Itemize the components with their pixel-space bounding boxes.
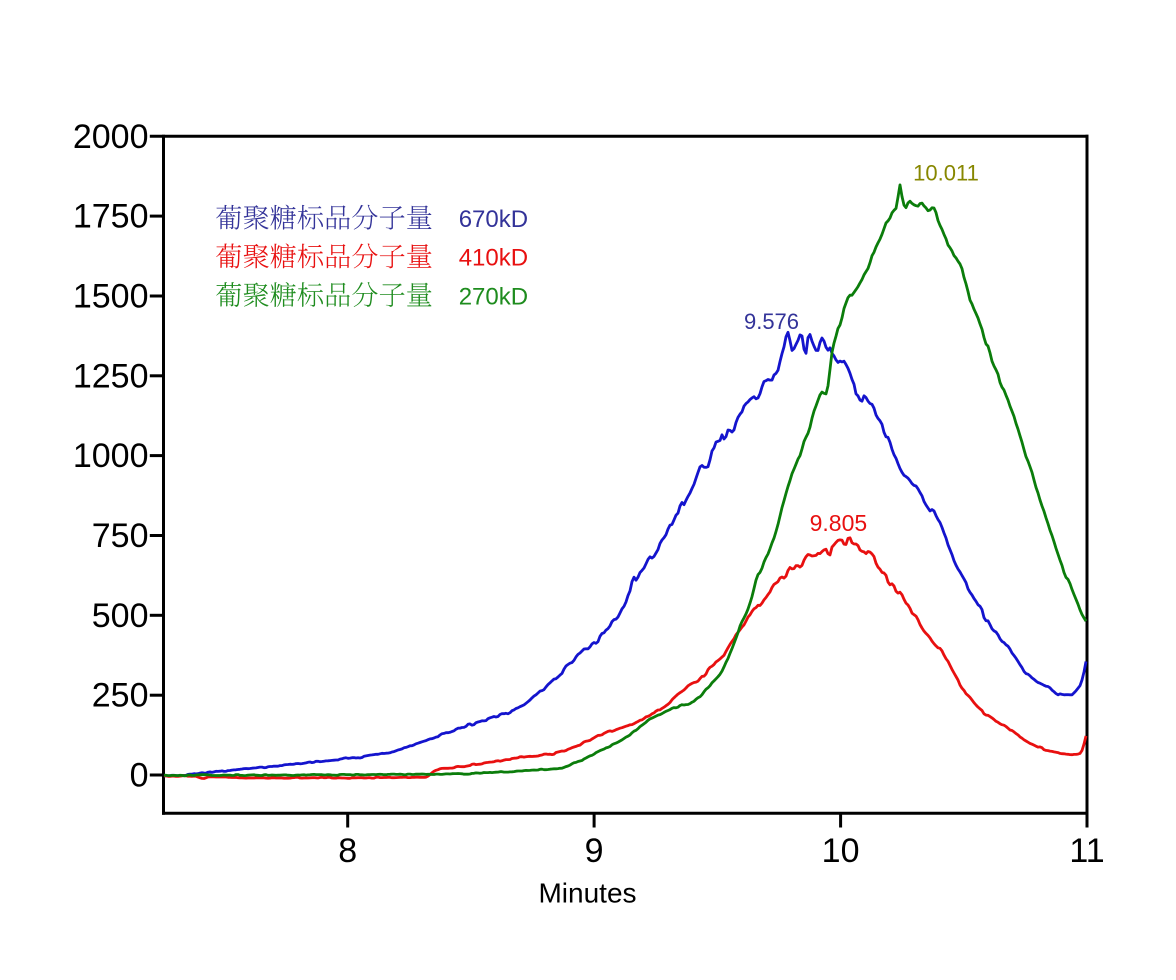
svg-text:1750: 1750: [73, 198, 149, 236]
svg-text:1000: 1000: [73, 437, 149, 475]
svg-text:10.011: 10.011: [913, 161, 979, 186]
svg-text:9.805: 9.805: [810, 510, 868, 536]
svg-text:Minutes: Minutes: [538, 878, 636, 909]
svg-text:9: 9: [585, 832, 604, 870]
svg-text:10: 10: [822, 832, 860, 870]
svg-text:2000: 2000: [73, 118, 149, 156]
svg-text:500: 500: [92, 597, 149, 635]
svg-text:8: 8: [338, 832, 357, 870]
svg-text:750: 750: [92, 517, 149, 555]
svg-text:250: 250: [92, 677, 149, 715]
svg-text:0: 0: [130, 757, 149, 795]
svg-text:410kD: 410kD: [459, 245, 528, 272]
svg-text:1500: 1500: [73, 278, 149, 316]
svg-text:270kD: 270kD: [459, 283, 528, 310]
svg-text:670kD: 670kD: [459, 206, 528, 233]
svg-text:9.576: 9.576: [744, 309, 799, 334]
svg-text:11: 11: [1069, 832, 1104, 870]
svg-text:1250: 1250: [73, 357, 149, 395]
